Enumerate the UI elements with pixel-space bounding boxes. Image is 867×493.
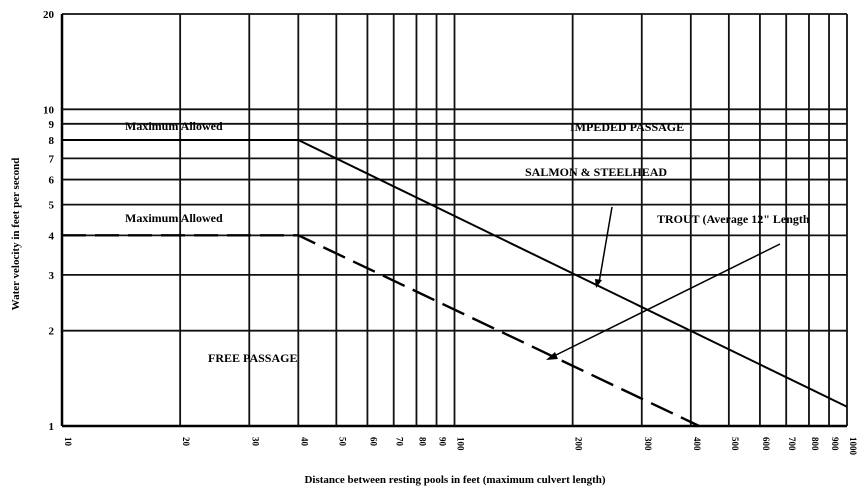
annotation-maximum-allowed-upper: Maximum Allowed bbox=[125, 119, 223, 133]
y-tick-label-1: 1 bbox=[49, 421, 55, 433]
x-tick-label-10: 10 bbox=[63, 437, 73, 447]
x-tick-label-300: 300 bbox=[643, 437, 653, 451]
y-tick-label-5: 5 bbox=[49, 200, 55, 212]
y-tick-label-7: 7 bbox=[49, 153, 55, 165]
y-tick-label-2: 2 bbox=[49, 326, 55, 338]
x-tick-label-100: 100 bbox=[456, 437, 466, 451]
x-tick-label-600: 600 bbox=[761, 437, 771, 451]
x-tick-label-30: 30 bbox=[250, 437, 260, 447]
y-tick-label-20: 20 bbox=[43, 9, 55, 21]
salmon-pointer-arrow bbox=[598, 206, 613, 284]
x-tick-label-70: 70 bbox=[395, 437, 405, 447]
x-axis-label: Distance between resting pools in feet (… bbox=[304, 474, 605, 486]
annotation-salmon-steelhead: SALMON & STEELHEAD bbox=[525, 165, 667, 179]
x-tick-label-1000: 1000 bbox=[848, 437, 858, 456]
annotation-impeded-passage: IMPEDED PASSAGE bbox=[570, 120, 684, 134]
x-tick-label-800: 800 bbox=[810, 437, 820, 451]
y-axis-label: Water velocity in feet per second bbox=[10, 158, 22, 311]
x-tick-label-900: 900 bbox=[830, 437, 840, 451]
y-tick-label-6: 6 bbox=[49, 175, 55, 187]
tick-labels: 1 2 3 4 5 6 7 8 9 10 20 10 20 30 40 50 60 70 80 90 100 200 300… bbox=[43, 9, 858, 456]
y-tick-label-3: 3 bbox=[49, 270, 55, 282]
y-tick-label-4: 4 bbox=[49, 230, 55, 242]
salmon-pointer-arrowhead bbox=[595, 279, 602, 288]
x-tick-label-400: 400 bbox=[692, 437, 702, 451]
x-tick-label-20: 20 bbox=[181, 437, 191, 447]
x-tick-label-500: 500 bbox=[730, 437, 740, 451]
y-tick-label-10: 10 bbox=[43, 104, 55, 116]
x-tick-label-80: 80 bbox=[417, 437, 427, 447]
series-line-2 bbox=[62, 234, 700, 428]
annotation-maximum-allowed-lower: Maximum Allowed bbox=[125, 211, 223, 225]
x-tick-label-200: 200 bbox=[574, 437, 584, 451]
x-tick-label-60: 60 bbox=[368, 437, 378, 447]
trout-pointer-arrowhead bbox=[546, 352, 558, 360]
trout-pointer-arrow bbox=[551, 243, 781, 358]
x-tick-label-90: 90 bbox=[438, 437, 448, 447]
annotation-trout: TROUT (Average 12" Length bbox=[657, 212, 810, 226]
y-tick-label-8: 8 bbox=[49, 135, 55, 147]
series-lines bbox=[62, 139, 848, 428]
x-tick-label-700: 700 bbox=[787, 437, 797, 451]
annotation-free-passage: FREE PASSAGE bbox=[208, 351, 297, 365]
x-tick-label-40: 40 bbox=[299, 437, 309, 447]
y-tick-label-9: 9 bbox=[49, 119, 55, 131]
x-tick-label-50: 50 bbox=[337, 437, 347, 447]
series-line-1 bbox=[62, 139, 848, 408]
